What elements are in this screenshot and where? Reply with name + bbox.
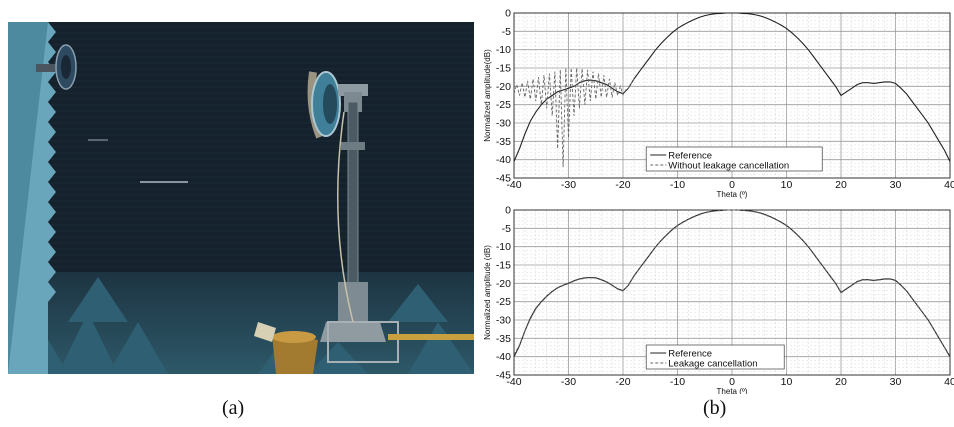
aut-antenna-on-mast	[307, 71, 399, 363]
caption-b: (b)	[703, 397, 727, 419]
legend-label: Leakage cancellation	[668, 359, 757, 370]
y-tick-label: -10	[496, 241, 511, 253]
y-tick-label: -35	[496, 333, 511, 345]
x-tick-label: 30	[890, 376, 902, 388]
anechoic-chamber-illustration	[8, 22, 474, 374]
legend-box	[645, 344, 785, 370]
x-tick-label: -30	[561, 179, 576, 191]
y-tick-label: 0	[505, 205, 511, 217]
legend-label: Reference	[668, 349, 712, 360]
y-tick-label: -30	[496, 315, 511, 327]
x-tick-label: 40	[944, 376, 954, 388]
y-tick-label: -25	[496, 99, 511, 111]
x-axis-label: Theta (º)	[717, 387, 748, 394]
y-tick-label: -20	[496, 81, 511, 93]
x-tick-label: -40	[506, 179, 521, 191]
legend-box	[645, 146, 823, 172]
series-line-2	[513, 67, 635, 168]
cable-tray	[388, 334, 474, 340]
y-tick-label: -40	[496, 351, 511, 363]
x-tick-label: -40	[506, 376, 521, 388]
y-tick-label: -40	[496, 154, 511, 166]
legend-label: Reference	[668, 151, 712, 162]
y-tick-label: -30	[496, 118, 511, 130]
y-tick-label: -20	[496, 278, 511, 290]
y-tick-label: -45	[496, 173, 511, 185]
x-tick-label: -20	[615, 179, 630, 191]
x-tick-label: 20	[835, 376, 847, 388]
x-tick-label: 10	[781, 376, 793, 388]
x-tick-label: -10	[670, 376, 685, 388]
x-tick-label: 0	[729, 376, 735, 388]
y-tick-label: -45	[496, 370, 511, 382]
y-tick-label: -15	[496, 260, 511, 272]
chart-2: 0-5-10-15-20-25-30-35-40-45-40 -30 -20 -10 0…	[483, 205, 954, 395]
caption-a: (a)	[222, 397, 245, 419]
y-tick-label: -5	[502, 26, 511, 38]
legend-label: Without leakage cancellation	[668, 161, 789, 172]
x-tick-label: -30	[561, 376, 576, 388]
x-tick-label: 40	[944, 179, 954, 191]
x-tick-label: 0	[729, 179, 735, 191]
x-tick-label: 10	[781, 179, 793, 191]
x-axis-label: Theta (º)	[717, 190, 748, 199]
series-line-1	[513, 12, 951, 162]
x-tick-label: 30	[890, 179, 902, 191]
y-tick-label: -35	[496, 136, 511, 148]
x-tick-label: 20	[835, 179, 847, 191]
y-tick-label: -25	[496, 296, 511, 308]
measurement-setup-photo	[8, 22, 474, 374]
y-tick-label: -5	[502, 223, 511, 235]
y-tick-label: 0	[505, 8, 511, 20]
x-tick-label: -20	[615, 376, 630, 388]
y-tick-label: -15	[496, 63, 511, 75]
x-tick-label: -10	[670, 179, 685, 191]
series-line-2	[513, 209, 951, 358]
y-tick-label: -10	[496, 44, 511, 56]
y-axis-label: Normalized amplitude (dB)	[483, 245, 492, 340]
source-horn-antenna	[36, 44, 77, 90]
chart-1: 0-5-10-15-20-25-30-35-40-45-40 -30 -20 -10 0…	[483, 8, 954, 200]
left-absorber-wall	[8, 22, 56, 374]
radiation-pattern-charts: 0-5-10-15-20-25-30-35-40-45-40 -30 -20 -10 0…	[483, 8, 954, 395]
y-axis-label: Normalized amplitude(dB)	[483, 49, 492, 142]
equipment-box	[254, 322, 318, 374]
